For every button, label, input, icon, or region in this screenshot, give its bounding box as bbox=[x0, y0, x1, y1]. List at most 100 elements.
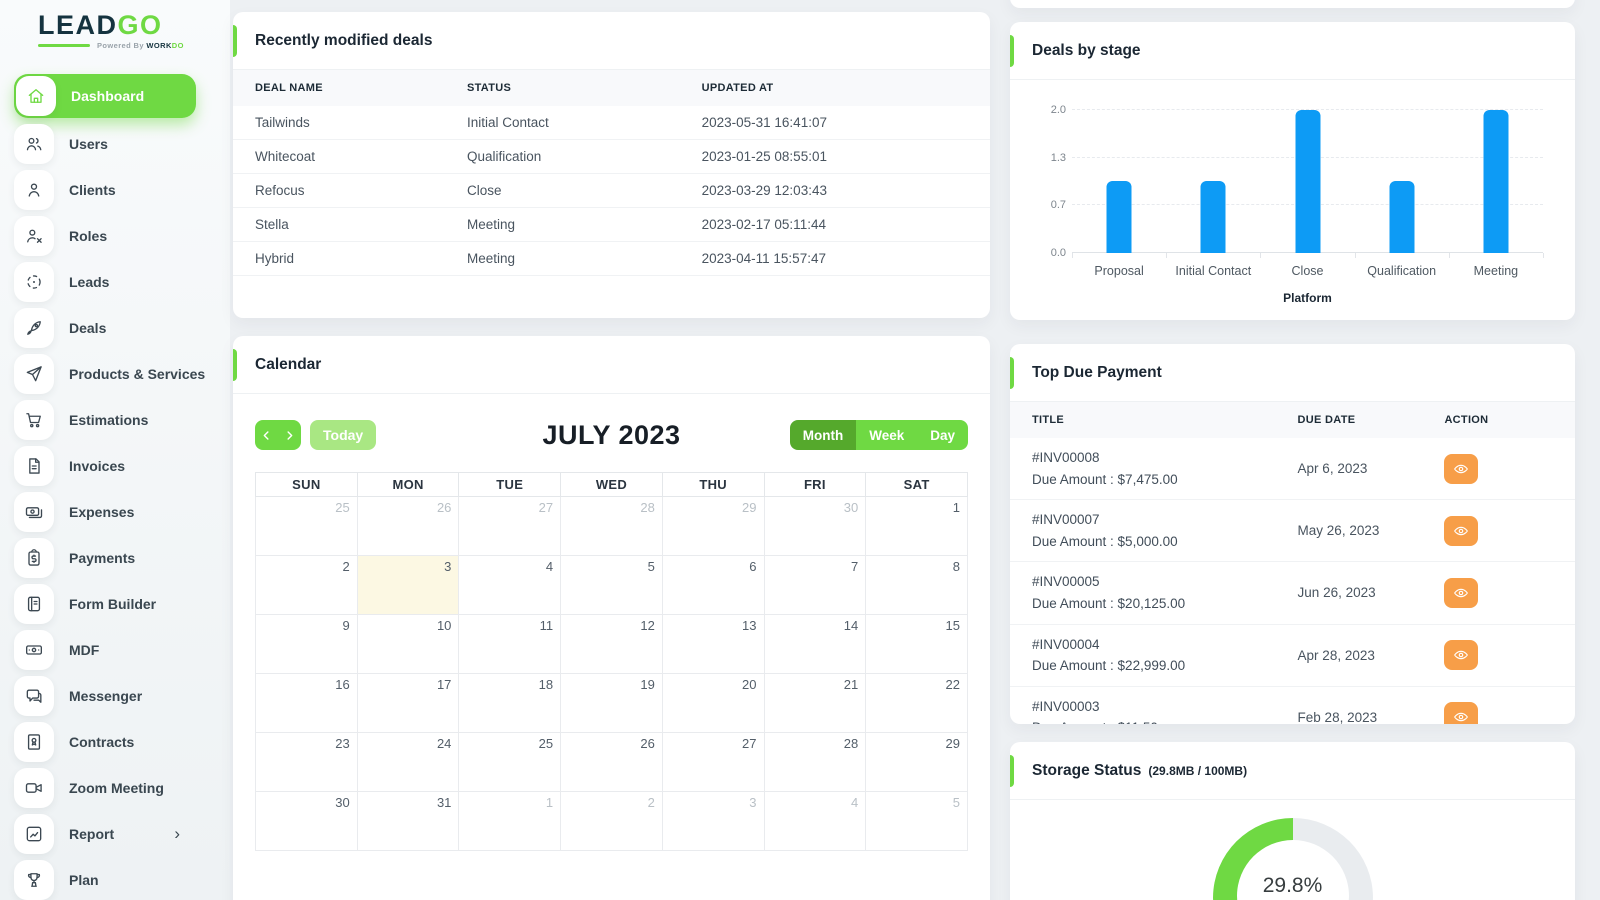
view-invoice-button[interactable] bbox=[1444, 515, 1479, 546]
calendar-day-cell[interactable]: 14 bbox=[763, 614, 867, 674]
bar-close[interactable] bbox=[1295, 110, 1320, 253]
calendar-day-cell[interactable]: 7 bbox=[763, 555, 867, 615]
sidebar-item-zoom-meeting[interactable]: Zoom Meeting bbox=[14, 767, 196, 808]
calendar-day-cell[interactable]: 19 bbox=[560, 673, 663, 733]
chart-x-axis-label: Platform bbox=[1283, 291, 1332, 305]
video-icon bbox=[25, 782, 42, 793]
calendar-day-cell[interactable]: 13 bbox=[661, 614, 765, 674]
calendar-day-cell[interactable]: 23 bbox=[255, 732, 358, 792]
bar-proposal[interactable] bbox=[1106, 181, 1132, 253]
calendar-day-cell[interactable]: 3 bbox=[661, 791, 765, 851]
calendar-day-cell[interactable]: 3 bbox=[356, 555, 460, 615]
sidebar-item-payments[interactable]: Payments bbox=[14, 537, 196, 578]
sidebar-item-products-services[interactable]: Products & Services bbox=[14, 353, 205, 394]
calendar-day-cell[interactable]: 27 bbox=[661, 732, 765, 792]
x-axis-tick bbox=[1072, 253, 1073, 258]
sidebar-item-label: Leads bbox=[69, 273, 110, 290]
recent-deals-card: Recently modified deals DEAL NAME STATUS U… bbox=[233, 12, 990, 318]
calendar-day-cell[interactable]: 15 bbox=[865, 614, 968, 674]
calendar-day-cell[interactable]: 1 bbox=[458, 791, 562, 851]
table-cell: Tailwinds bbox=[233, 106, 445, 140]
calendar-day-cell[interactable]: 1 bbox=[865, 496, 968, 556]
sidebar-item-dashboard[interactable]: Dashboard bbox=[14, 73, 196, 118]
calendar-view-week-button[interactable]: Week bbox=[856, 420, 918, 450]
view-invoice-button[interactable] bbox=[1444, 453, 1479, 484]
calendar-day-cell[interactable]: 31 bbox=[356, 791, 460, 851]
calendar-day-cell[interactable]: 30 bbox=[763, 496, 867, 556]
view-invoice-button[interactable] bbox=[1444, 577, 1479, 608]
sidebar-item-report[interactable]: Report › bbox=[14, 813, 196, 854]
calendar-day-cell[interactable]: 12 bbox=[560, 614, 663, 674]
sidebar-item-leads[interactable]: Leads bbox=[14, 261, 196, 302]
sidebar-item-mdf[interactable]: MDF bbox=[14, 629, 196, 670]
chevron-right-icon bbox=[287, 430, 293, 440]
sidebar-item-expenses[interactable]: Expenses bbox=[14, 491, 196, 532]
sidebar-item-label: Report bbox=[69, 825, 115, 842]
bar-initial-contact[interactable] bbox=[1200, 181, 1226, 253]
sidebar-item-estimations[interactable]: Estimations bbox=[14, 399, 196, 440]
storage-usage-detail: (29.8MB / 100MB) bbox=[1148, 764, 1248, 778]
sidebar-item-users[interactable]: Users bbox=[14, 123, 196, 164]
sidebar-item-contracts[interactable]: Contracts bbox=[14, 721, 196, 762]
bar-meeting[interactable] bbox=[1483, 110, 1509, 253]
calendar-day-cell[interactable]: 4 bbox=[763, 791, 867, 851]
calendar-next-button[interactable] bbox=[278, 420, 301, 450]
calendar-day-cell[interactable]: 5 bbox=[560, 555, 663, 615]
calendar-day-cell[interactable]: 8 bbox=[865, 555, 968, 615]
app-logo[interactable]: LEADGO Powered By WORKDO bbox=[0, 0, 230, 50]
sidebar-item-invoices[interactable]: Invoices bbox=[14, 445, 196, 486]
calendar-day-cell[interactable]: 29 bbox=[661, 496, 765, 556]
calendar-day-cell[interactable]: 10 bbox=[356, 614, 460, 674]
bar-qualification[interactable] bbox=[1389, 181, 1415, 253]
sidebar-item-label: Expenses bbox=[69, 503, 135, 520]
calendar-day-cell[interactable]: 18 bbox=[458, 673, 562, 733]
client-icon bbox=[28, 183, 40, 197]
calendar-title: Calendar bbox=[233, 336, 990, 394]
calendar-today-button[interactable]: Today bbox=[310, 420, 377, 450]
calendar-day-cell[interactable]: 24 bbox=[356, 732, 460, 792]
calendar-prev-button[interactable] bbox=[255, 420, 278, 450]
calendar-day-cell[interactable]: 2 bbox=[560, 791, 663, 851]
storage-status-title: Storage Status (29.8MB / 100MB) bbox=[1010, 742, 1575, 800]
calendar-week-row: 30 31 1 2 3 4 5 bbox=[255, 791, 968, 851]
calendar-view-day-button[interactable]: Day bbox=[917, 420, 968, 450]
calendar-day-cell[interactable]: 26 bbox=[356, 496, 460, 556]
calendar-day-cell[interactable]: 9 bbox=[255, 614, 358, 674]
calendar-day-cell[interactable]: 28 bbox=[560, 496, 663, 556]
view-invoice-button[interactable] bbox=[1444, 702, 1479, 724]
recent-deals-title: Recently modified deals bbox=[233, 12, 990, 70]
calendar-day-cell[interactable]: 5 bbox=[865, 791, 968, 851]
storage-donut-chart: 29.8% Used bbox=[1212, 818, 1373, 900]
calendar-day-cell[interactable]: 30 bbox=[255, 791, 358, 851]
invoice-number: #INV00004 bbox=[1032, 636, 1100, 652]
calendar-day-cell[interactable]: 28 bbox=[763, 732, 867, 792]
calendar-day-cell[interactable]: 29 bbox=[865, 732, 968, 792]
sidebar-item-label: Roles bbox=[69, 227, 108, 244]
client-icon-box bbox=[14, 169, 54, 210]
sidebar-item-roles[interactable]: Roles bbox=[14, 215, 196, 256]
calendar-day-cell[interactable]: 22 bbox=[865, 673, 968, 733]
calendar-day-cell[interactable]: 21 bbox=[763, 673, 867, 733]
calendar-day-cell[interactable]: 16 bbox=[255, 673, 358, 733]
sidebar-item-plan[interactable]: Plan bbox=[14, 859, 196, 900]
calendar-day-cell[interactable]: 25 bbox=[458, 732, 562, 792]
calendar-view-month-button[interactable]: Month bbox=[789, 420, 857, 450]
calendar-day-cell[interactable]: 20 bbox=[661, 673, 765, 733]
table-row: Hybrid Meeting 2023-04-11 15:57:47 bbox=[233, 241, 990, 276]
calendar-day-cell[interactable]: 17 bbox=[356, 673, 460, 733]
invoice-cell: #INV00004 Due Amount : $22,999.00 bbox=[1010, 624, 1276, 687]
calendar-day-cell[interactable]: 26 bbox=[560, 732, 663, 792]
calendar-day-cell[interactable]: 4 bbox=[458, 555, 562, 615]
calendar-day-cell[interactable]: 6 bbox=[661, 555, 765, 615]
sidebar-item-messenger[interactable]: Messenger bbox=[14, 675, 196, 716]
invoice-due-amount: Due Amount : $7,475.00 bbox=[1032, 471, 1178, 487]
sidebar-item-clients[interactable]: Clients bbox=[14, 169, 196, 210]
calendar-day-cell[interactable]: 25 bbox=[255, 496, 358, 556]
calendar-day-cell[interactable]: 11 bbox=[458, 614, 562, 674]
calendar-day-cell[interactable]: 27 bbox=[458, 496, 562, 556]
calendar-day-cell[interactable]: 2 bbox=[255, 555, 358, 615]
deals-by-stage-chart: 0.0 0.7 1.3 2.0 bbox=[1051, 104, 1544, 259]
view-invoice-button[interactable] bbox=[1444, 640, 1479, 671]
sidebar-item-deals[interactable]: Deals bbox=[14, 307, 196, 348]
sidebar-item-form-builder[interactable]: Form Builder bbox=[14, 583, 196, 624]
